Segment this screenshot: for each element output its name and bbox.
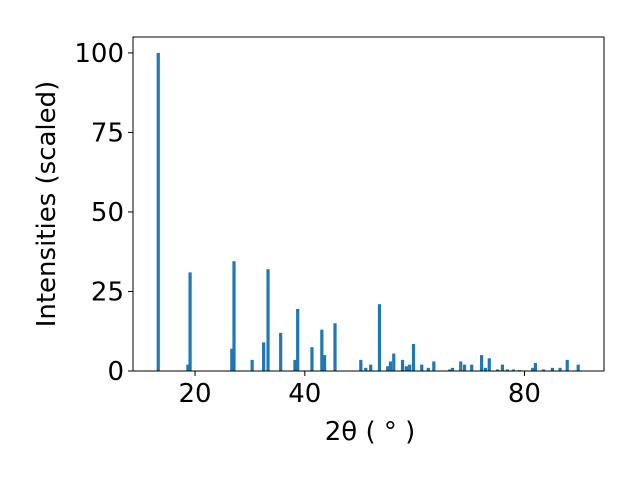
x-tick-label: 80 (508, 379, 541, 409)
bar (450, 367, 455, 371)
bar (459, 361, 463, 371)
bar (542, 369, 546, 371)
bar (186, 364, 190, 371)
bar (462, 364, 467, 371)
bar (359, 359, 363, 371)
bar (400, 359, 405, 371)
bar (483, 367, 488, 371)
bar (448, 369, 452, 371)
bar (262, 342, 266, 371)
bar (156, 52, 160, 372)
bar (320, 329, 324, 371)
bar (470, 364, 474, 371)
y-tick-label: 0 (107, 357, 124, 387)
bar (576, 364, 580, 371)
y-axis-label: Intensities (scaled) (32, 81, 62, 328)
bar (500, 364, 505, 371)
bar (550, 367, 554, 371)
x-axis-label: 2θ ( ° ) (325, 417, 416, 447)
bar (232, 261, 236, 371)
bar (230, 348, 234, 371)
bar (408, 364, 412, 371)
bar (487, 358, 491, 371)
bar (531, 367, 535, 371)
y-tick-label: 50 (91, 198, 124, 228)
bar (426, 367, 430, 371)
y-tick-label: 100 (74, 39, 124, 69)
bar (495, 369, 500, 371)
bar (404, 366, 408, 371)
y-tick-label: 75 (91, 118, 124, 148)
bar (388, 361, 393, 371)
bar (188, 272, 192, 371)
bar (293, 359, 297, 371)
bar (511, 369, 516, 371)
y-tick-label: 25 (91, 277, 124, 307)
plot-frame (132, 36, 605, 372)
bar (364, 367, 368, 371)
bar (392, 353, 396, 371)
x-tick-label: 20 (178, 379, 211, 409)
bar (479, 355, 484, 371)
bar (250, 359, 254, 371)
bar (369, 364, 373, 371)
bar (377, 304, 382, 371)
bar (420, 364, 424, 371)
bar (279, 332, 283, 371)
bar (296, 308, 300, 371)
bar (411, 343, 416, 371)
bar (432, 361, 436, 371)
bar (533, 363, 537, 371)
bar (266, 269, 270, 371)
bar (322, 355, 327, 371)
bar (558, 367, 562, 371)
bar (565, 359, 569, 371)
bar (386, 366, 390, 371)
bar (333, 323, 337, 371)
x-tick-label: 40 (288, 379, 321, 409)
bar (310, 347, 314, 371)
bar (505, 369, 509, 371)
